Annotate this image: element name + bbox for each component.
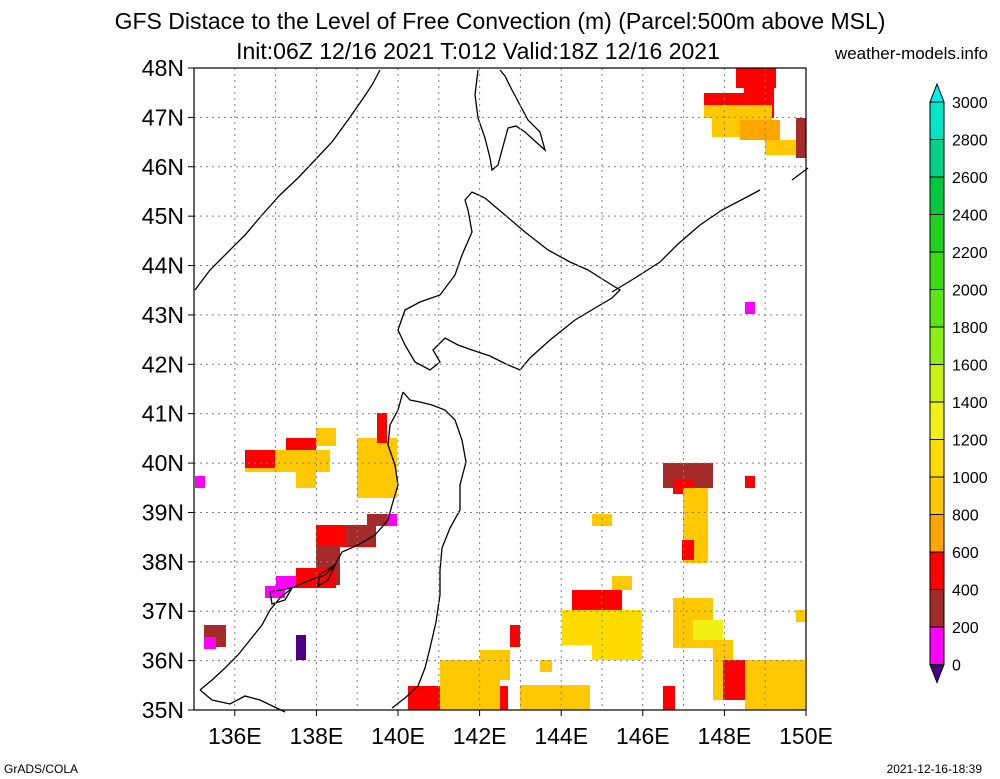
- lfc-cell: [612, 576, 632, 590]
- lon-tick-label: 140E: [371, 723, 425, 749]
- lon-tick-label: 136E: [208, 723, 262, 749]
- colorbar-swatch: [929, 326, 945, 365]
- chart-subtitle: Init:06Z 12/16 2021 T:012 Valid:18Z 12/1…: [236, 38, 720, 64]
- colorbar-arrow-bottom: [929, 664, 945, 684]
- lfc-cell: [682, 540, 694, 560]
- footer-grads: GrADS/COLA: [4, 762, 79, 776]
- lfc-cell: [796, 610, 806, 622]
- colorbar-swatch: [929, 214, 945, 253]
- lfc-cell: [663, 686, 675, 710]
- colorbar-label: 1000: [952, 470, 988, 487]
- map-frame: [193, 67, 807, 711]
- colorbar-label: 800: [952, 508, 979, 525]
- lfc-cell: [540, 660, 552, 672]
- colorbar-swatch: [929, 289, 945, 328]
- lat-tick-label: 35N: [142, 697, 184, 723]
- colorbar-label: 2200: [952, 245, 988, 262]
- colorbar-label: 600: [952, 545, 979, 562]
- colorbar-swatch: [929, 176, 945, 215]
- colorbar-label: 400: [952, 583, 979, 600]
- chart-title: GFS Distace to the Level of Free Convect…: [114, 8, 886, 34]
- colorbar-label: 1200: [952, 433, 988, 450]
- lfc-field-layer: [195, 68, 806, 710]
- colorbar-swatch: [929, 551, 945, 590]
- coastline-layer: [194, 69, 809, 713]
- lat-tick-label: 40N: [142, 450, 184, 476]
- colorbar-swatch: [929, 626, 945, 665]
- lfc-cell: [296, 466, 316, 488]
- colorbar-swatch: [929, 364, 945, 403]
- longitude-axis: 136E 138E 140E 142E 144E 146E 148E 150E: [208, 710, 833, 749]
- colorbar-swatch: [929, 101, 945, 140]
- lfc-cell: [316, 428, 336, 446]
- colorbar-label: 2400: [952, 208, 988, 225]
- lat-tick-label: 37N: [142, 598, 184, 624]
- lon-tick-label: 138E: [290, 723, 344, 749]
- colorbar-swatch: [929, 439, 945, 478]
- site-label: weather-models.info: [834, 44, 988, 63]
- lfc-cell: [286, 438, 316, 450]
- lfc-cell: [592, 640, 642, 660]
- lfc-cell: [296, 635, 306, 660]
- lfc-cell: [377, 413, 387, 443]
- lfc-cell: [796, 118, 806, 158]
- colorbar-label: 2600: [952, 170, 988, 187]
- lfc-cell: [345, 525, 375, 545]
- lfc-cell: [745, 660, 805, 710]
- colorbar-swatch: [929, 251, 945, 290]
- colorbar-label: 3000: [952, 95, 988, 112]
- lfc-cell: [480, 650, 510, 680]
- lfc-cell: [245, 450, 275, 468]
- lat-tick-label: 41N: [142, 401, 184, 427]
- colorbar: 3000280026002400220020001800160014001200…: [929, 82, 988, 684]
- colorbar-swatch: [929, 589, 945, 628]
- footer-timestamp: 2021-12-16-18:39: [886, 762, 982, 776]
- lat-tick-label: 36N: [142, 648, 184, 674]
- colorbar-label: 2800: [952, 133, 988, 150]
- colorbar-label: 1400: [952, 395, 988, 412]
- lat-tick-label: 38N: [142, 549, 184, 575]
- lfc-cell: [740, 120, 780, 140]
- lat-tick-label: 39N: [142, 499, 184, 525]
- lfc-cell: [745, 302, 755, 314]
- colorbar-label: 200: [952, 620, 979, 637]
- colorbar-swatch: [929, 476, 945, 515]
- lfc-cell: [693, 620, 723, 640]
- lon-tick-label: 146E: [616, 723, 670, 749]
- lfc-cell: [510, 625, 520, 647]
- lfc-cell: [204, 637, 216, 649]
- lat-tick-label: 44N: [142, 253, 184, 279]
- colorbar-arrow-top: [929, 82, 945, 103]
- lat-tick-label: 48N: [142, 55, 184, 81]
- lat-tick-label: 42N: [142, 351, 184, 377]
- lat-tick-label: 45N: [142, 203, 184, 229]
- lat-tick-label: 43N: [142, 302, 184, 328]
- colorbar-swatch: [929, 514, 945, 553]
- lon-tick-label: 144E: [534, 723, 588, 749]
- lat-tick-label: 47N: [142, 104, 184, 130]
- grid-lines: [194, 68, 806, 710]
- lfc-cell: [765, 140, 806, 155]
- colorbar-label: 1800: [952, 320, 988, 337]
- lfc-cell: [745, 476, 755, 488]
- colorbar-label: 2000: [952, 283, 988, 300]
- lon-tick-label: 150E: [779, 723, 833, 749]
- lfc-cell: [387, 514, 397, 526]
- lfc-cell: [357, 438, 397, 498]
- colorbar-label: 0: [952, 658, 961, 675]
- colorbar-label: 1600: [952, 358, 988, 375]
- latitude-axis: 48N 47N 46N 45N 44N 43N 42N 41N 40N 39N 38N 37N 36N 3…: [142, 55, 194, 723]
- colorbar-swatch: [929, 139, 945, 178]
- lon-tick-label: 142E: [453, 723, 507, 749]
- lon-tick-label: 148E: [698, 723, 752, 749]
- colorbar-swatch: [929, 401, 945, 440]
- lat-tick-label: 46N: [142, 154, 184, 180]
- lfc-cell: [520, 685, 590, 710]
- lfc-cell: [195, 476, 205, 488]
